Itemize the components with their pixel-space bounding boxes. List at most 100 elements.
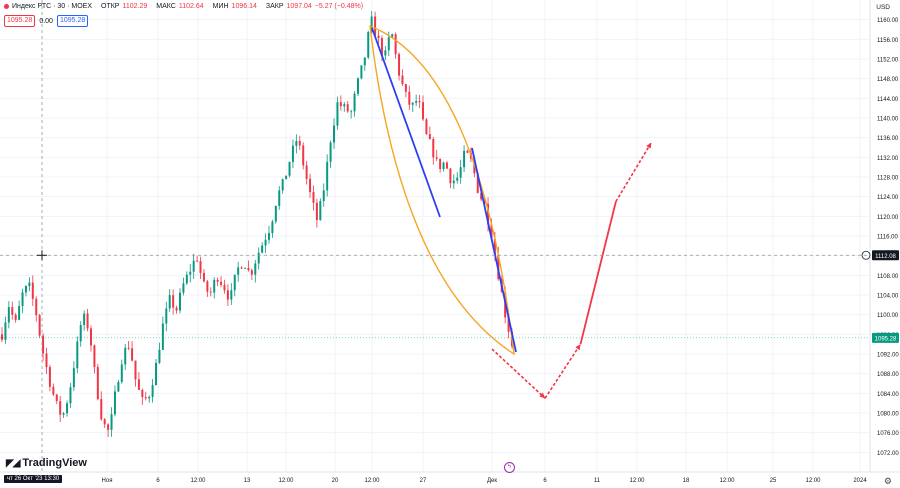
y-tick-label: 1104.00 bbox=[877, 294, 899, 300]
candle-body bbox=[52, 386, 55, 395]
x-tick-label: 12:00 bbox=[190, 478, 206, 484]
low-value: 1096.14 bbox=[231, 3, 257, 10]
candle-body bbox=[226, 290, 229, 300]
candle-body bbox=[62, 413, 65, 415]
blue-trendline-1 bbox=[371, 27, 441, 218]
candle-body bbox=[55, 394, 58, 402]
x-tick-label: Дек bbox=[487, 478, 497, 484]
x-tick-label: 6 bbox=[543, 478, 547, 484]
y-tick-label: 1136.00 bbox=[877, 136, 899, 142]
candle-body bbox=[463, 150, 466, 168]
candle-body bbox=[209, 291, 212, 293]
candle-body bbox=[100, 399, 103, 420]
last-price-tag-bg bbox=[872, 332, 899, 343]
candle-body bbox=[28, 282, 31, 287]
x-tick-label: 27 bbox=[420, 478, 427, 484]
forecast-up-arrow-solid bbox=[579, 201, 617, 345]
candle-body bbox=[168, 295, 171, 309]
symbol-dot-icon bbox=[4, 4, 9, 9]
x-tick-label: 25 bbox=[770, 478, 777, 484]
open-label: ОТКР bbox=[101, 3, 120, 10]
y-tick-label: 1088.00 bbox=[877, 372, 899, 378]
forecast-down-arrow bbox=[491, 348, 546, 399]
y-tick-label: 1080.00 bbox=[877, 412, 899, 418]
candle-body bbox=[404, 84, 407, 92]
y-tick-label: 1084.00 bbox=[877, 392, 899, 398]
candle-body bbox=[367, 31, 370, 58]
candle-body bbox=[76, 341, 79, 369]
symbol-title[interactable]: Индекс РТС · 30 · MOEX bbox=[12, 3, 92, 10]
candle-body bbox=[398, 54, 401, 76]
candle-body bbox=[271, 221, 274, 234]
candle-body bbox=[466, 150, 469, 153]
candle-body bbox=[456, 177, 459, 181]
candle-body bbox=[493, 239, 496, 255]
tradingview-logo[interactable]: ◤◢ TradingView bbox=[6, 457, 87, 469]
y-tick-label: 1160.00 bbox=[877, 18, 899, 24]
candle-body bbox=[202, 272, 205, 282]
candle-body bbox=[384, 50, 387, 56]
candle-body bbox=[281, 179, 284, 191]
candle-body bbox=[185, 274, 188, 284]
candle-body bbox=[377, 35, 380, 39]
candle-body bbox=[148, 396, 151, 399]
ask-box[interactable]: 1095.28 bbox=[56, 15, 89, 27]
candle-body bbox=[247, 267, 250, 271]
candle-body bbox=[309, 178, 312, 193]
candle-body bbox=[103, 419, 106, 425]
candle-body bbox=[165, 308, 168, 324]
candle-body bbox=[31, 282, 34, 299]
x-tick-label: Ноя bbox=[102, 478, 113, 484]
candle-body bbox=[240, 267, 243, 269]
candle-body bbox=[124, 347, 127, 365]
candle-body bbox=[439, 158, 442, 170]
candle-body bbox=[86, 313, 89, 329]
candle-body bbox=[120, 364, 123, 382]
candle-body bbox=[117, 381, 120, 392]
candle-body bbox=[237, 267, 240, 275]
candle-body bbox=[257, 252, 260, 264]
y-tick-label: 1092.00 bbox=[877, 353, 899, 359]
candle-body bbox=[432, 139, 435, 158]
candle-body bbox=[175, 307, 178, 311]
chart-legend: Индекс РТС · 30 · MOEX ОТКР 1102.29 МАКС 1… bbox=[4, 3, 363, 10]
candle-body bbox=[428, 134, 431, 140]
candle-body bbox=[141, 389, 144, 398]
candle-body bbox=[343, 104, 346, 107]
candle-body bbox=[291, 145, 294, 163]
x-tick-label: 20 bbox=[332, 478, 339, 484]
candle-body bbox=[370, 16, 373, 32]
candle-body bbox=[326, 161, 329, 191]
candle-body bbox=[387, 37, 390, 51]
candle-body bbox=[374, 16, 377, 36]
y-tick-label: 1116.00 bbox=[877, 235, 898, 241]
candle-body bbox=[411, 102, 414, 105]
crosshair-plus-button bbox=[861, 250, 871, 260]
gear-icon[interactable]: ⚙ bbox=[883, 476, 892, 486]
candle-body bbox=[155, 362, 158, 386]
candle-body bbox=[158, 349, 161, 363]
y-tick-label: 1120.00 bbox=[877, 215, 899, 221]
y-tick-label: 1156.00 bbox=[877, 38, 899, 44]
candle-body bbox=[380, 38, 383, 56]
candle-body bbox=[254, 263, 257, 275]
candle-body bbox=[79, 325, 82, 342]
candle-body bbox=[391, 34, 394, 38]
tv-logo-icon: ◤◢ bbox=[6, 457, 20, 469]
x-tick-label: 13 bbox=[244, 478, 251, 484]
candle-body bbox=[24, 286, 27, 293]
y-tick-label: 1148.00 bbox=[877, 77, 899, 83]
candle-body bbox=[131, 348, 134, 361]
candle-body bbox=[213, 279, 216, 293]
flash-icon[interactable]: ϟ bbox=[504, 462, 515, 473]
currency-selector[interactable]: USD bbox=[876, 4, 890, 11]
forecast-up-arrow-dashed-head bbox=[575, 344, 581, 351]
bid-box[interactable]: 1095.28 bbox=[4, 15, 36, 27]
x-tick-label: 12:00 bbox=[278, 478, 294, 484]
candle-body bbox=[35, 298, 38, 316]
candle-body bbox=[182, 283, 185, 293]
open-value: 1102.29 bbox=[122, 3, 148, 10]
candle-body bbox=[4, 322, 7, 340]
candle-body bbox=[459, 167, 462, 178]
